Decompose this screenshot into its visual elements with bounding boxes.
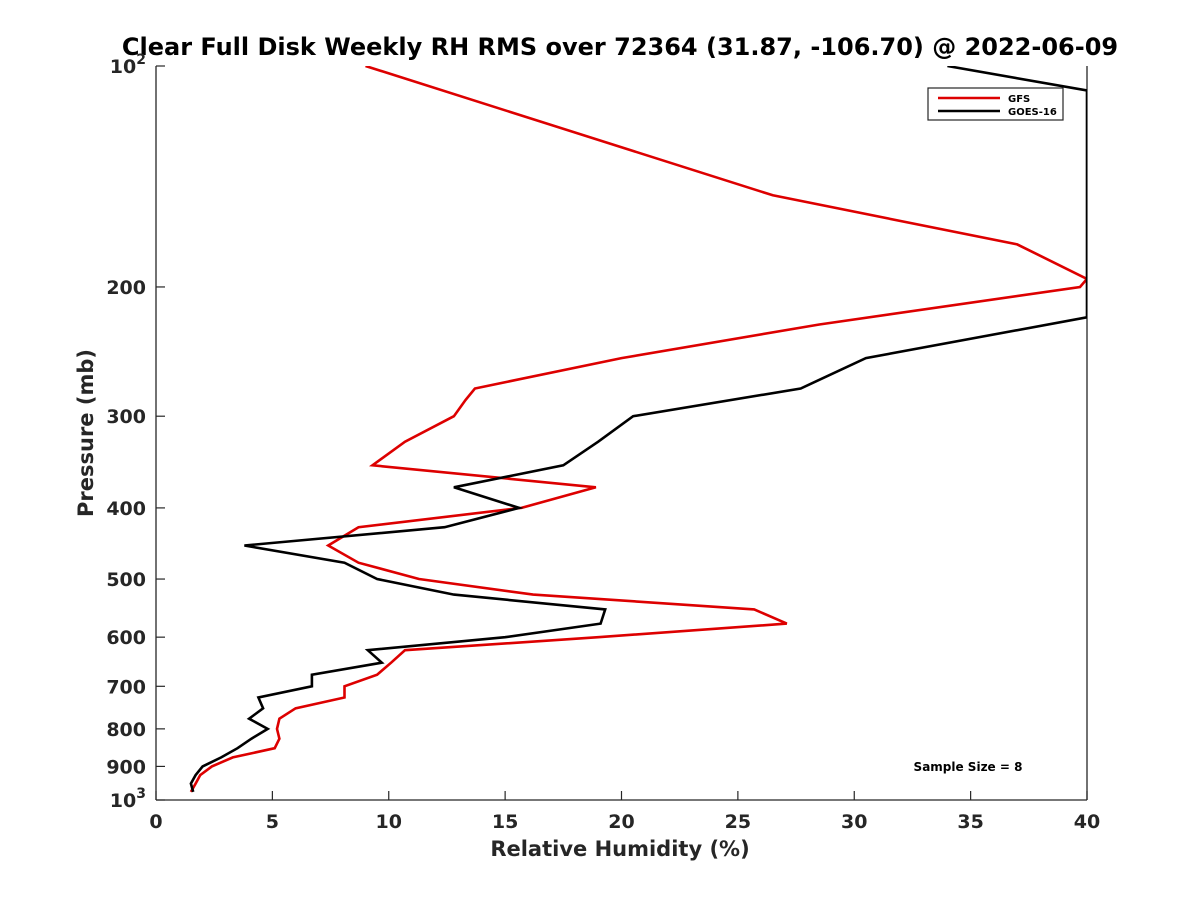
y-tick-label: 102	[110, 52, 146, 78]
y-axis-ticks: 102 200 300 400 500 600 700 800 900 103	[106, 52, 165, 812]
x-tick-label: 15	[492, 811, 518, 833]
legend-entry-label: GOES-16	[1008, 107, 1057, 118]
y-tick-label: 500	[106, 569, 146, 591]
sample-size-annotation: Sample Size = 8	[914, 760, 1023, 774]
y-tick-label: 400	[106, 498, 146, 520]
x-axis-label: Relative Humidity (%)	[490, 837, 749, 861]
chart-title: Clear Full Disk Weekly RH RMS over 72364…	[122, 33, 1118, 61]
y-tick-label: 900	[106, 756, 146, 778]
y-tick-label: 300	[106, 406, 146, 428]
x-tick-label: 0	[149, 811, 162, 833]
x-tick-label: 20	[608, 811, 634, 833]
legend-box	[927, 87, 1064, 121]
x-tick-label: 10	[376, 811, 402, 833]
y-tick-label: 600	[106, 627, 146, 649]
y-tick-label: 700	[106, 676, 146, 698]
series-layer	[189, 66, 1087, 793]
legend: GFS GOES-16	[927, 87, 1064, 121]
y-axis-label: Pressure (mb)	[74, 349, 98, 517]
y-tick-label: 200	[106, 277, 146, 299]
x-tick-label: 25	[725, 811, 751, 833]
gfs-series-line	[189, 66, 1087, 793]
x-tick-label: 30	[841, 811, 867, 833]
legend-entry-label: GFS	[1008, 94, 1030, 105]
y-tick-label: 103	[110, 786, 146, 812]
x-tick-label: 5	[266, 811, 279, 833]
x-tick-label: 40	[1074, 811, 1100, 833]
y-tick-label: 800	[106, 719, 146, 741]
x-tick-label: 35	[957, 811, 983, 833]
x-axis-ticks: 0 5 10 15 20 25 30 35 40	[149, 791, 1100, 833]
goes16-series-line	[189, 66, 1087, 793]
